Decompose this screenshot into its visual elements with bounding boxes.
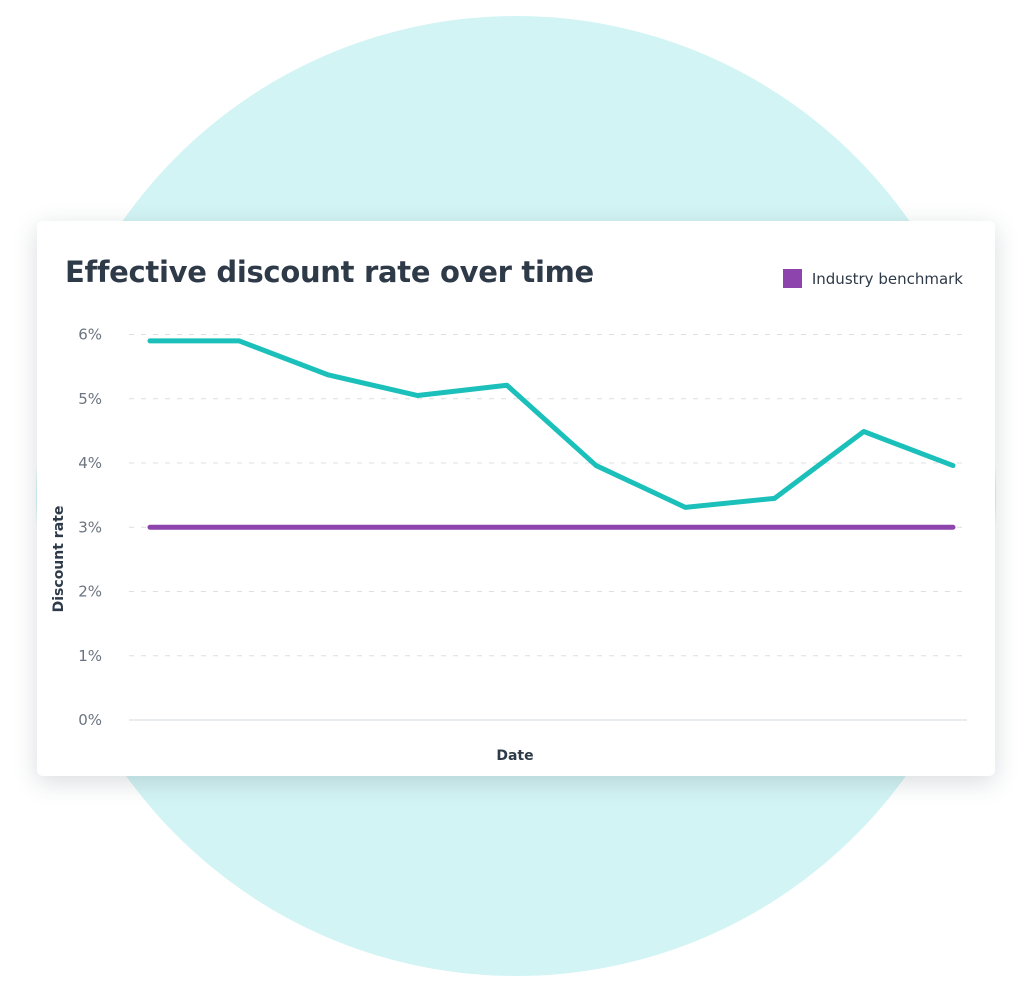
y-tick-label: 5% (78, 390, 102, 408)
legend-swatch-industry-benchmark (782, 269, 802, 288)
series-line-discount-rate (147, 338, 956, 510)
x-axis-label: Date (496, 748, 533, 764)
y-tick-label: 4% (78, 454, 102, 472)
y-axis-label: Discount rate (51, 506, 67, 613)
y-tick-label: 0% (78, 711, 102, 729)
chart-title: Effective discount rate over time (65, 255, 594, 289)
y-tick-label: 6% (78, 326, 102, 344)
legend: Industry benchmark (782, 269, 963, 288)
y-tick-label: 1% (78, 647, 102, 665)
y-tick-label: 2% (78, 583, 102, 601)
chart-card: Effective discount rate over time Indust… (37, 221, 995, 776)
line-chart: 0% 1% 2% 3% 4% 5% 6% Date Discount rate (51, 326, 967, 764)
y-tick-label: 3% (78, 518, 102, 536)
legend-label: Industry benchmark (811, 269, 963, 288)
